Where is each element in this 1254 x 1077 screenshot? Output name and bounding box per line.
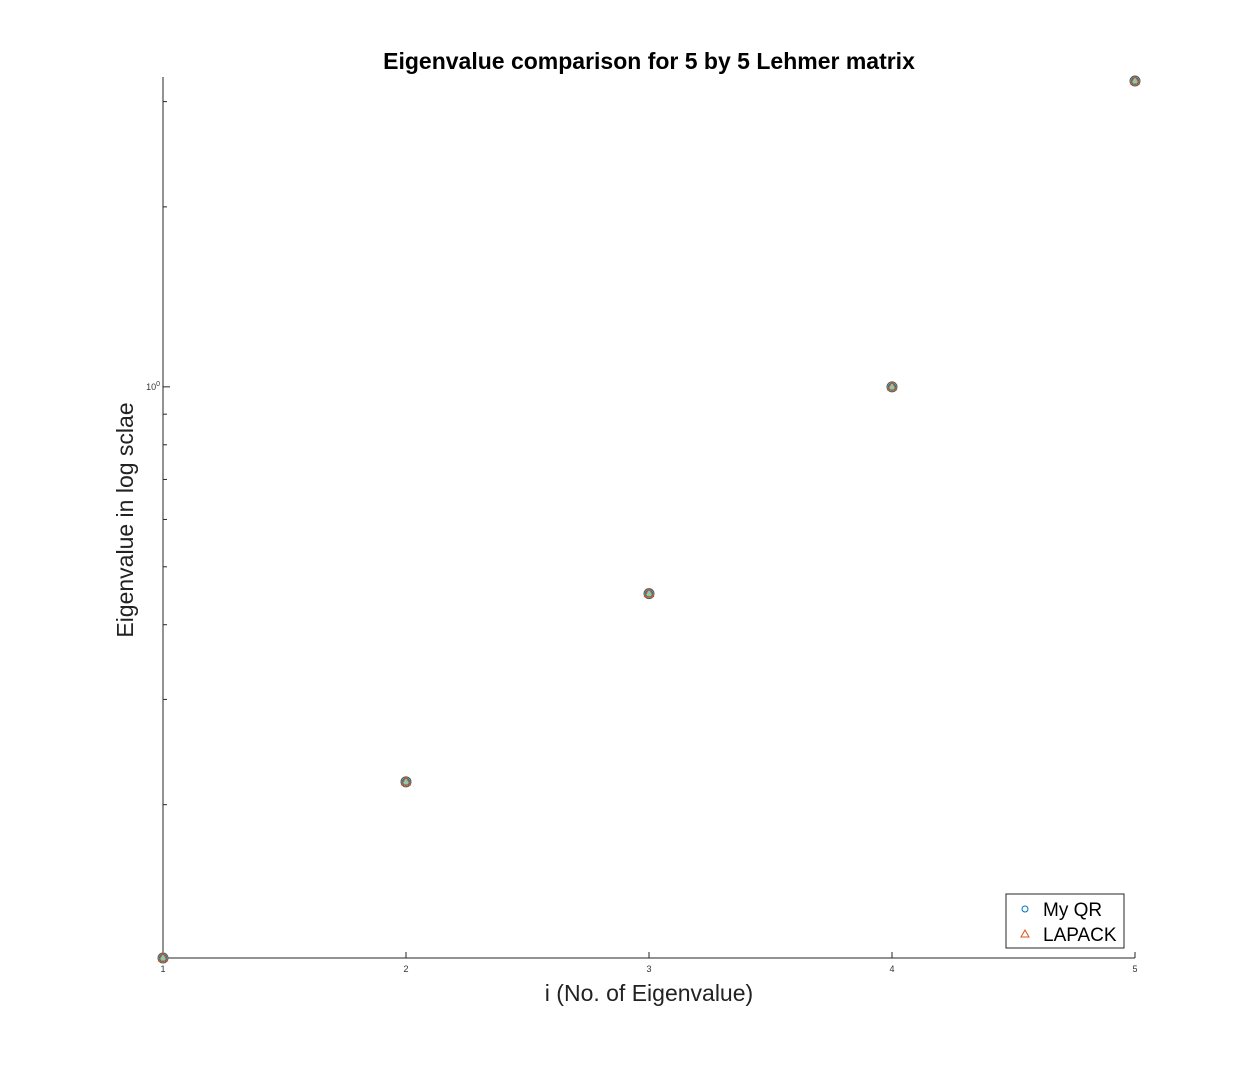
- data-marks: [157, 74, 1141, 964]
- x-tick-label: 2: [403, 964, 408, 974]
- legend: My QR LAPACK: [1005, 893, 1125, 949]
- x-axis-label: i (No. of Eigenvalue): [545, 980, 753, 1006]
- legend-label: LAPACK: [1043, 925, 1117, 946]
- lapack-point: [1129, 74, 1141, 85]
- lapack-point: [400, 775, 412, 786]
- legend-box: [1005, 893, 1125, 949]
- axes: 1 2 3 4 5 100: [146, 77, 1138, 974]
- x-tick-label: 1: [160, 964, 165, 974]
- x-tick-label: 3: [646, 964, 651, 974]
- legend-marker-myqr: [1021, 905, 1029, 913]
- legend-marker-lapack: [1020, 928, 1030, 938]
- lapack-point: [886, 380, 898, 391]
- y-axis-label: Eigenvalue in log sclae: [112, 402, 138, 637]
- x-tick-label: 5: [1132, 964, 1137, 974]
- x-tick-label: 4: [889, 964, 894, 974]
- y-tick-label: 100: [146, 381, 160, 392]
- chart-title: Eigenvalue comparison for 5 by 5 Lehmer …: [383, 48, 915, 74]
- legend-label: My QR: [1043, 900, 1102, 921]
- lapack-point: [643, 587, 655, 598]
- lapack-point: [157, 951, 169, 962]
